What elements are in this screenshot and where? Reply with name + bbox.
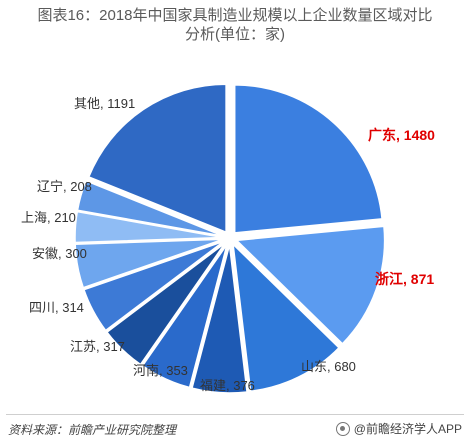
pie-labels: 广东, 1480 浙江, 871 山东, 680 福建, 376 河南, 353 江苏, … bbox=[21, 96, 435, 393]
pie-label-福建: 福建, 376 bbox=[200, 378, 255, 393]
pie-label-辽宁: 辽宁, 208 bbox=[37, 179, 92, 194]
pie-label-四川: 四川, 314 bbox=[29, 300, 84, 315]
pie-label-上海: 上海, 210 bbox=[21, 210, 76, 225]
pie-slice-福建 bbox=[191, 244, 248, 394]
pie-slice-其他 bbox=[87, 83, 227, 234]
pie-label-广东: 广东, 1480 bbox=[368, 127, 435, 143]
pie-slice-安徽 bbox=[74, 238, 224, 289]
pie-slice-浙江 bbox=[234, 225, 386, 345]
brand-logo-icon bbox=[335, 421, 350, 436]
pie-label-浙江: 浙江, 871 bbox=[375, 271, 434, 287]
pie-slices bbox=[74, 83, 386, 394]
pie-slice-广东 bbox=[233, 84, 383, 234]
pie-slice-辽宁 bbox=[76, 179, 224, 237]
pie-slice-四川 bbox=[83, 240, 225, 332]
brand-watermark: @前瞻经济学人APP bbox=[335, 420, 462, 437]
source-note: 资料来源：前瞻产业研究院整理 bbox=[8, 423, 177, 437]
pie-label-其他: 其他, 1191 bbox=[74, 96, 135, 111]
chart-title-line-1: 图表16：2018年中国家具制造业规模以上企业数量区域对比 bbox=[37, 7, 433, 24]
pie-label-安徽: 安徽, 300 bbox=[32, 246, 87, 261]
chart-title: 图表16：2018年中国家具制造业规模以上企业数量区域对比 分析(单位：家) bbox=[0, 6, 470, 44]
footer-divider bbox=[6, 414, 464, 415]
pie-label-河南: 河南, 353 bbox=[133, 363, 188, 378]
pie-label-山东: 山东, 680 bbox=[301, 359, 356, 374]
pie-slice-山东 bbox=[232, 242, 340, 393]
pie-slice-江苏 bbox=[105, 242, 226, 366]
chart-title-line-2: 分析(单位：家) bbox=[185, 26, 285, 43]
brand-text: @前瞻经济学人APP bbox=[353, 422, 462, 436]
pie-slice-河南 bbox=[141, 243, 228, 389]
pie-label-江苏: 江苏, 317 bbox=[70, 339, 125, 354]
pie-slice-上海 bbox=[74, 210, 224, 244]
